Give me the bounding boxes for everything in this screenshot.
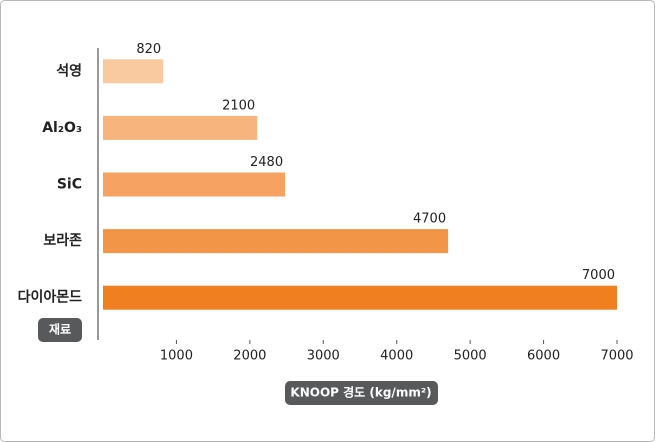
value-label: 4700 [413,212,446,227]
y-tick-label: 석영 [56,62,82,79]
value-label: 7000 [582,268,615,283]
value-label: 2100 [222,98,255,113]
y-label-badge [38,318,82,342]
bar [103,229,449,254]
y-axis-label: 재료 [49,323,71,337]
x-tick-label: 6000 [527,349,560,364]
x-tick-label: 1000 [160,349,193,364]
bar [103,285,617,310]
y-tick-label: SiC [57,177,82,193]
y-tick-label: 다이아몬드 [18,289,83,306]
x-tick-label: 2000 [233,349,266,364]
value-label: 820 [136,42,161,57]
y-tick-label: Al₂O₃ [42,120,82,136]
bar [103,172,286,197]
value-label: 2480 [250,155,283,170]
x-axis-label: KNOOP 경도 (kg/mm²) [290,386,431,400]
bar [103,115,258,140]
bar [103,59,164,84]
y-tick-label: 보라존 [43,233,82,249]
x-tick-label: 5000 [454,349,487,364]
x-tick-label: 3000 [307,349,340,364]
x-tick-label: 7000 [600,349,633,364]
x-tick-label: 4000 [380,349,413,364]
x-label-badge [285,381,438,405]
